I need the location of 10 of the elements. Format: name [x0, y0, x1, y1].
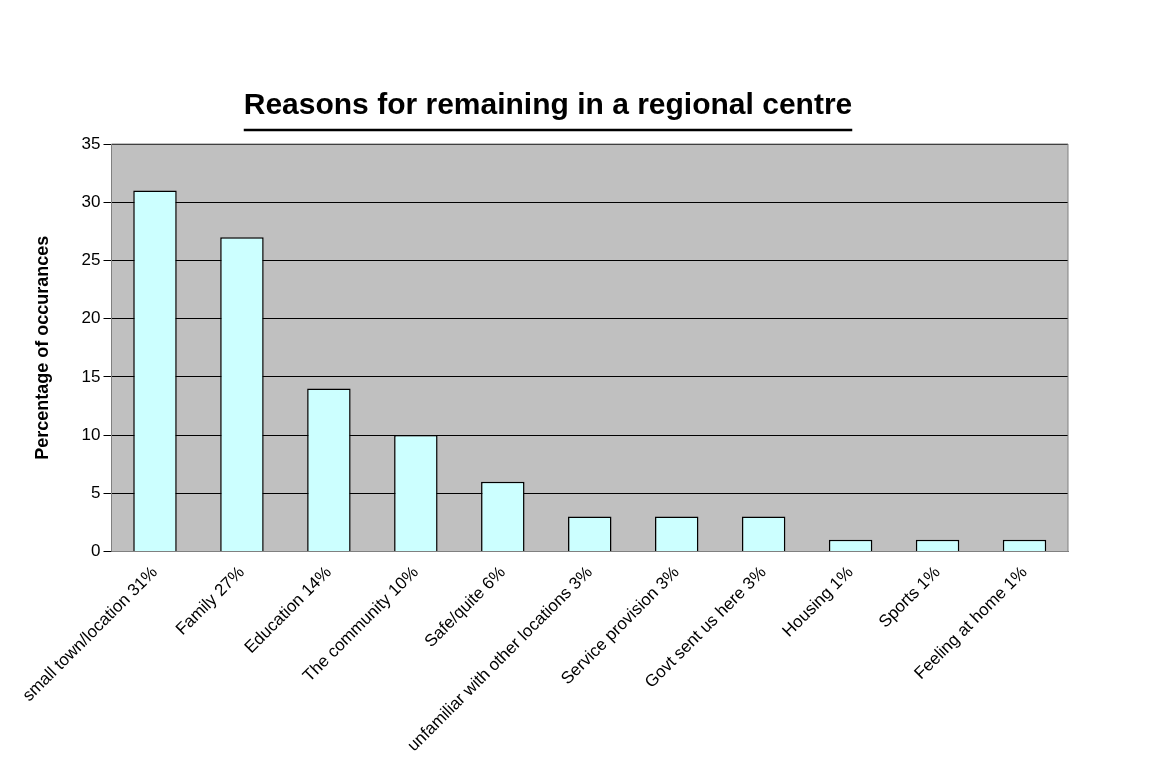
y-tick-label: 0 [91, 541, 101, 561]
y-tick-label: 5 [91, 482, 101, 502]
y-tick-label: 35 [81, 133, 101, 153]
y-tick-label: 30 [81, 191, 101, 211]
y-tick-label: 20 [81, 308, 101, 328]
y-tick-label: 15 [81, 366, 101, 386]
chart-title: Reasons for remaining in a regional centre [243, 87, 853, 121]
y-tick-label: 10 [81, 424, 101, 444]
y-tick-label: 25 [81, 250, 101, 270]
y-axis-title: Percentage of occurances [31, 235, 52, 460]
